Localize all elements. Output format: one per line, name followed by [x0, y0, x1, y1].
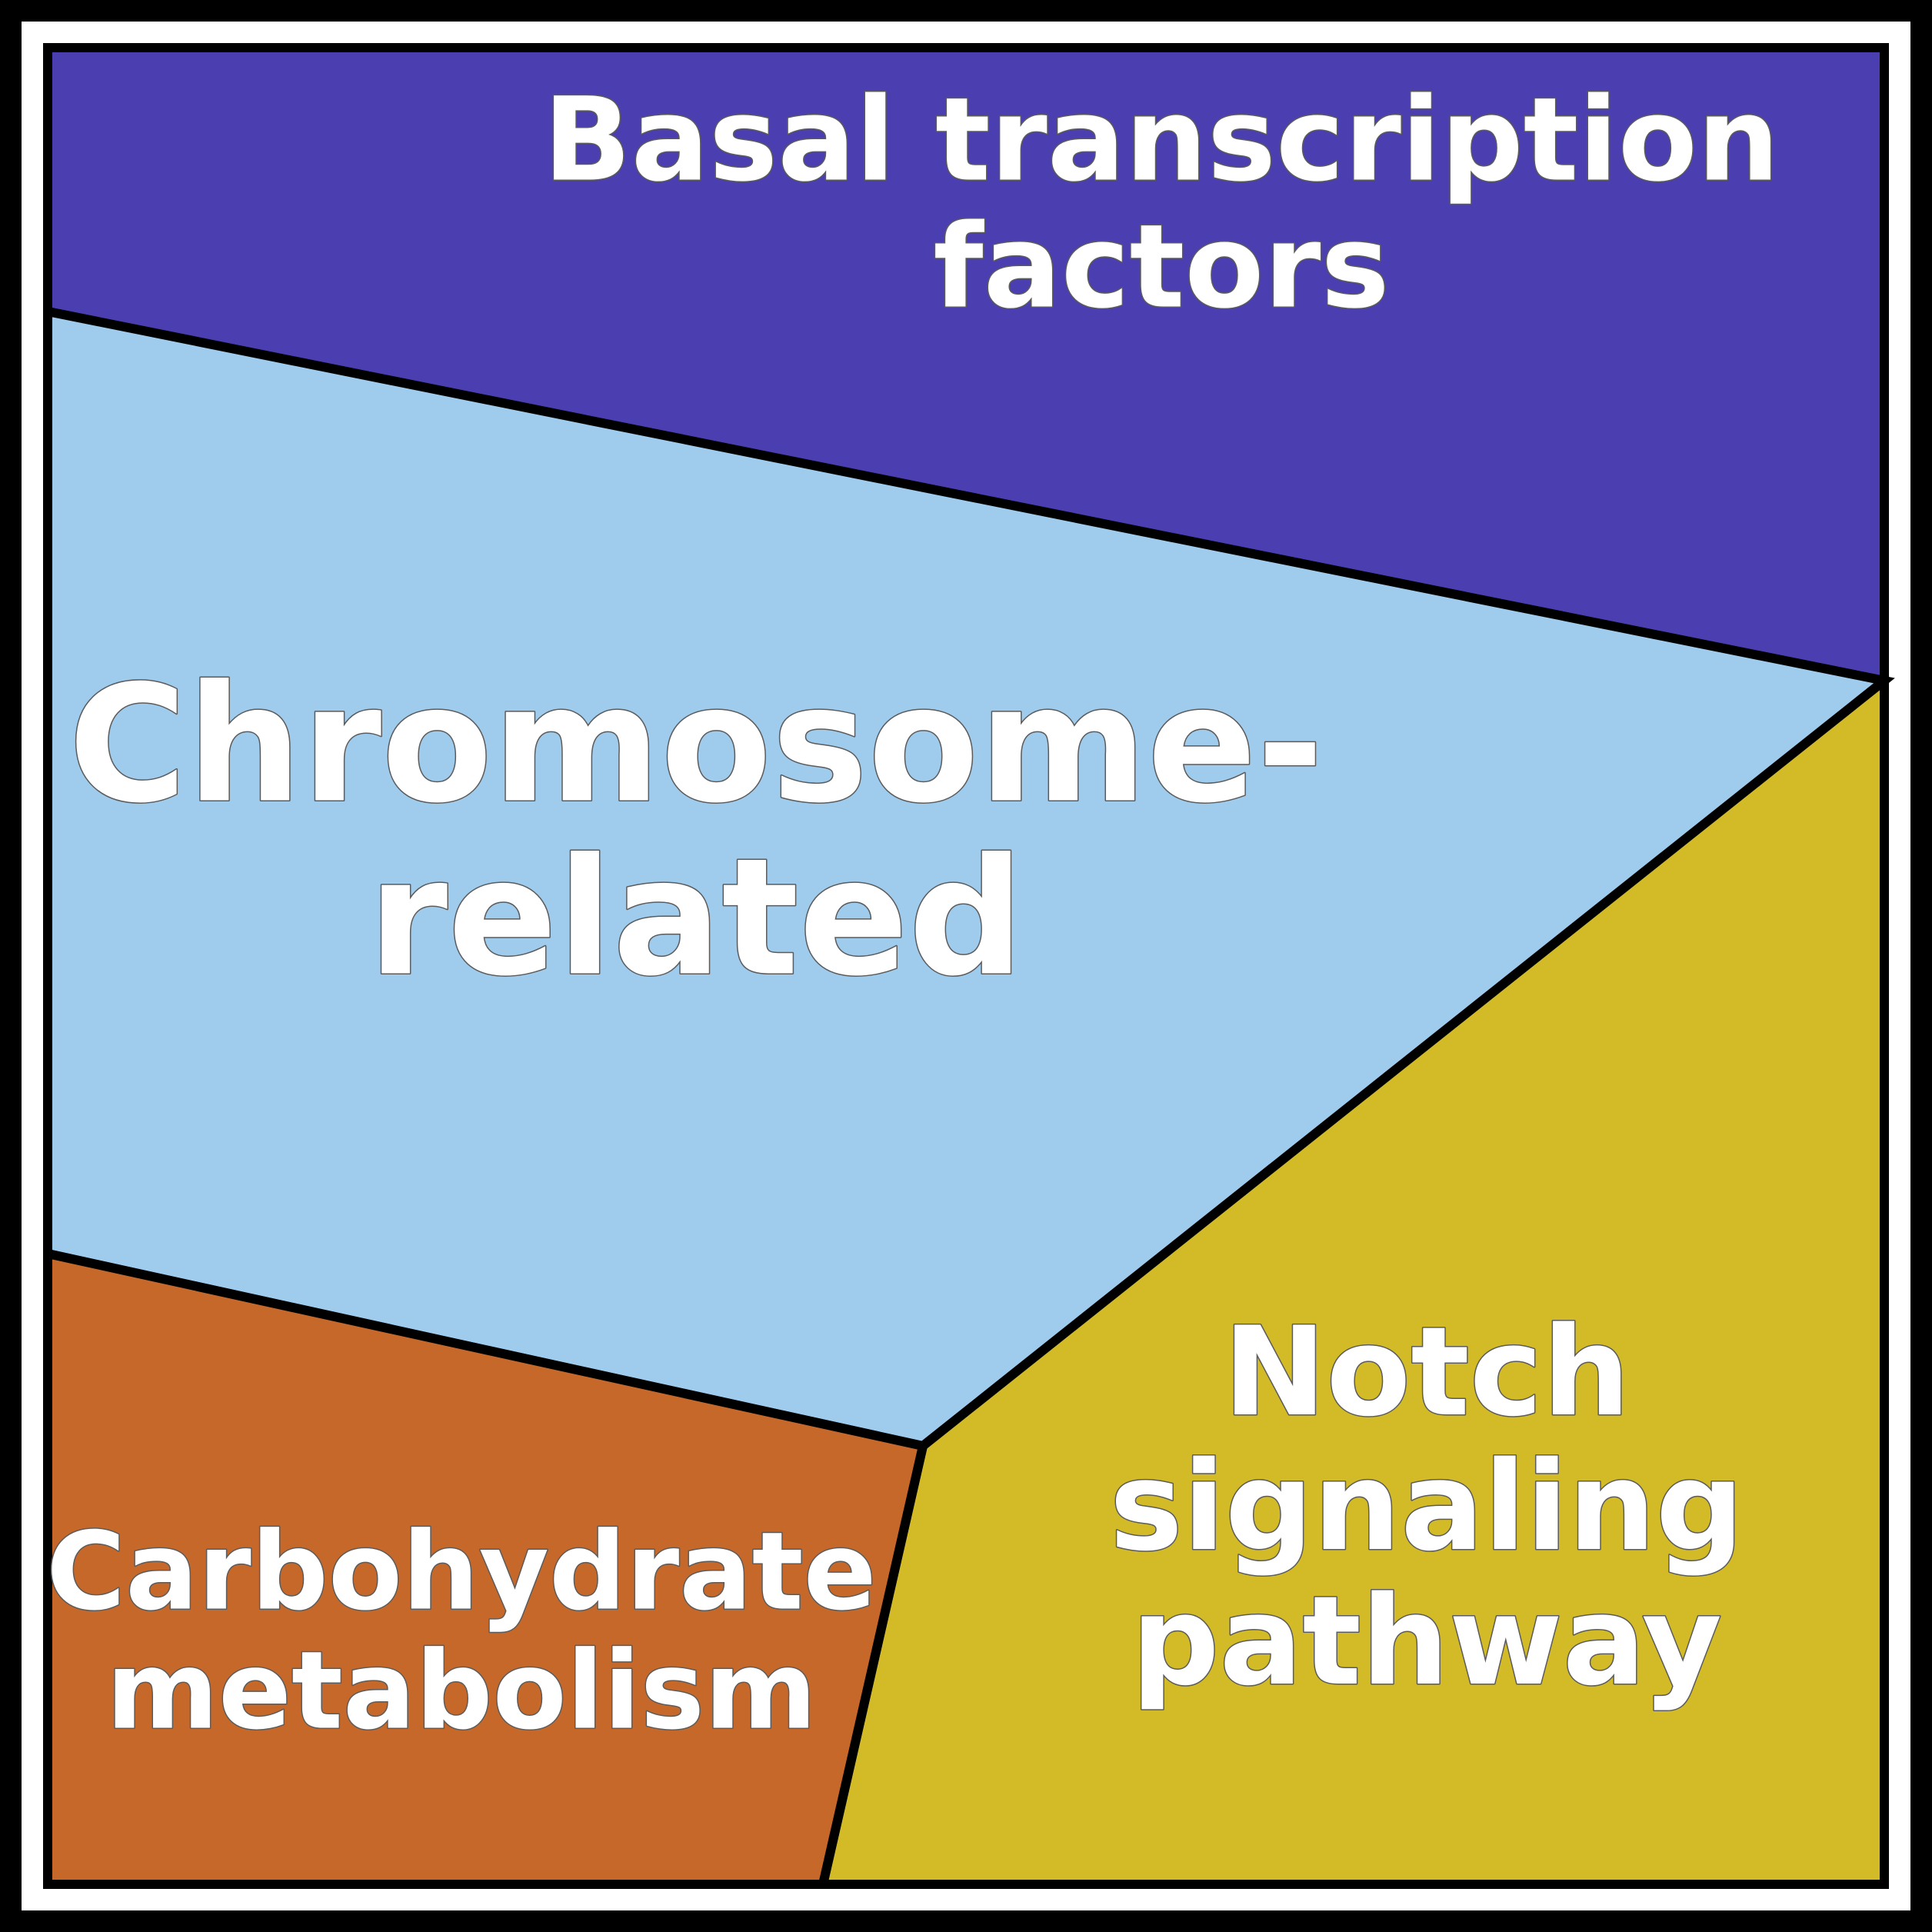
label-basal-line-1: factors — [933, 201, 1389, 335]
label-chromosome-line-0: Chromosome- — [68, 650, 1324, 838]
label-notch-line-0: Notch — [1223, 1300, 1630, 1444]
label-chromosome-line-1: related — [368, 823, 1024, 1011]
label-notch-line-2: pathway — [1131, 1569, 1722, 1713]
label-carbohydrate: Carbohydratemetabolism — [46, 1509, 876, 1754]
label-basal-line-0: Basal transcription — [543, 74, 1779, 208]
voronoi-diagram: Basal transcriptionfactors Chromosome-rel… — [0, 0, 1932, 1932]
label-carbohydrate-line-0: Carbohydrate — [46, 1509, 876, 1634]
label-notch-line-1: signaling — [1110, 1434, 1744, 1578]
label-carbohydrate-line-1: metabolism — [106, 1628, 817, 1754]
